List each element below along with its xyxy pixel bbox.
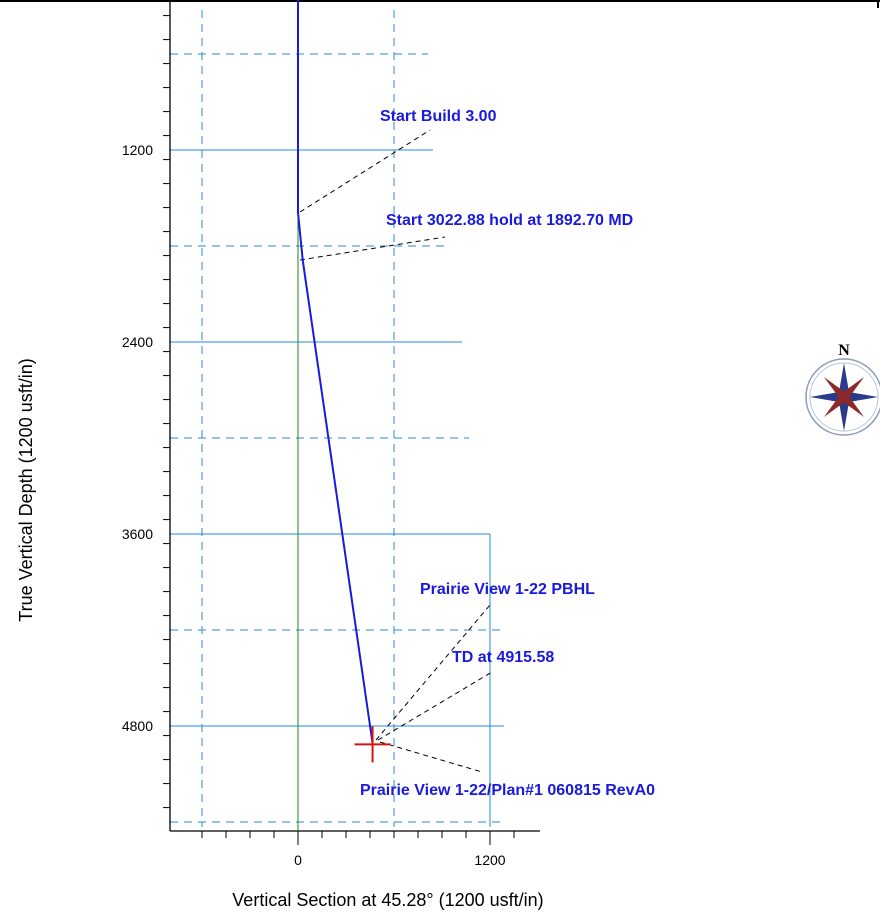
y-tick-label: 4800 (122, 718, 153, 734)
annotation-leaders (299, 129, 493, 773)
y-axis-title: True Vertical Depth (1200 usft/in) (16, 358, 36, 621)
annotation-label: TD at 4915.58 (452, 649, 554, 666)
annotation-labels: Start Build 3.00 Start 3022.88 hold at 18… (360, 108, 655, 799)
axes (0, 0, 880, 845)
grid-lines (170, 10, 504, 827)
y-tick-label: 1200 (122, 142, 153, 158)
annotation-leader-line (379, 741, 483, 773)
annotation-label: Prairie View 1-22/Plan#1 060815 RevA0 (360, 782, 655, 799)
tick-labels: 1200 2400 3600 4800 0 1200 (122, 142, 506, 868)
annotation-label: Prairie View 1-22 PBHL (420, 581, 595, 598)
annotation-leader-line (377, 671, 493, 741)
annotation-label: Start 3022.88 hold at 1892.70 MD (386, 212, 633, 229)
x-tick-label: 1200 (474, 852, 505, 868)
series-layer (297, 0, 391, 831)
annotation-leader-line (299, 236, 446, 261)
annotation-leader-line (375, 604, 491, 741)
well-path-line (297, 0, 374, 744)
y-tick-label: 2400 (122, 334, 153, 350)
y-tick-label: 3600 (122, 526, 153, 542)
x-tick-label: 0 (294, 852, 302, 868)
x-axis-title: Vertical Section at 45.28° (1200 usft/in… (232, 890, 543, 910)
north-arrow-compass-icon: N (805, 342, 880, 436)
annotation-leader-line (299, 129, 431, 213)
annotation-label: Start Build 3.00 (380, 108, 497, 125)
compass-north-label: N (838, 342, 850, 359)
